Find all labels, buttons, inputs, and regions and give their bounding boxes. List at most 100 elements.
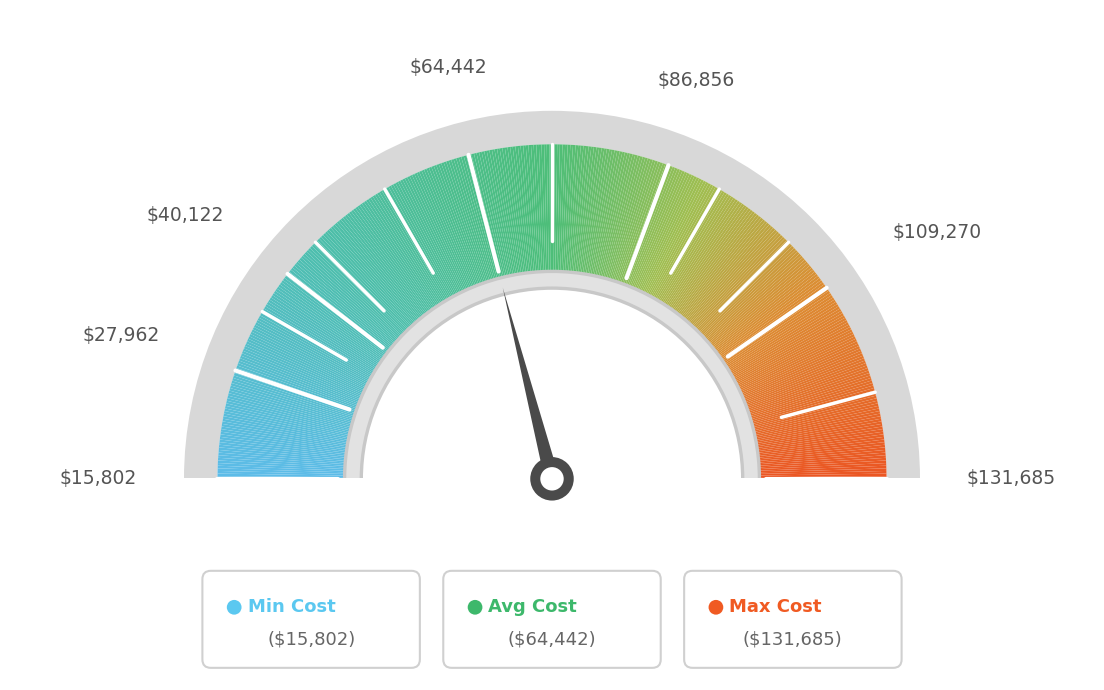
Wedge shape	[258, 315, 383, 385]
Wedge shape	[222, 419, 361, 446]
Wedge shape	[552, 144, 554, 285]
Wedge shape	[500, 148, 523, 287]
Wedge shape	[492, 149, 519, 288]
Wedge shape	[734, 363, 867, 413]
FancyBboxPatch shape	[444, 571, 660, 668]
Text: $131,685: $131,685	[967, 469, 1055, 489]
Wedge shape	[725, 329, 852, 393]
Wedge shape	[741, 398, 878, 433]
Wedge shape	[565, 145, 578, 286]
Polygon shape	[502, 288, 559, 495]
Wedge shape	[395, 182, 463, 307]
Wedge shape	[275, 288, 392, 370]
Wedge shape	[269, 297, 389, 375]
Wedge shape	[227, 393, 364, 431]
FancyBboxPatch shape	[684, 571, 902, 668]
Wedge shape	[232, 378, 367, 422]
Wedge shape	[329, 228, 424, 334]
Wedge shape	[446, 161, 492, 295]
Wedge shape	[725, 327, 851, 392]
Wedge shape	[316, 240, 416, 342]
Wedge shape	[648, 188, 720, 311]
Wedge shape	[687, 239, 787, 341]
Wedge shape	[563, 145, 573, 285]
Wedge shape	[444, 161, 490, 295]
Wedge shape	[733, 358, 864, 411]
Wedge shape	[256, 320, 381, 388]
Wedge shape	[254, 324, 380, 391]
Text: ($15,802): ($15,802)	[267, 631, 355, 649]
Wedge shape	[539, 144, 545, 285]
Wedge shape	[616, 163, 666, 296]
Wedge shape	[743, 424, 882, 448]
Wedge shape	[719, 308, 841, 382]
Wedge shape	[412, 174, 473, 303]
Wedge shape	[471, 153, 507, 290]
Wedge shape	[703, 270, 815, 359]
Wedge shape	[495, 149, 520, 288]
Wedge shape	[744, 429, 883, 451]
Wedge shape	[220, 434, 360, 455]
Wedge shape	[741, 401, 878, 435]
Wedge shape	[230, 388, 365, 428]
Wedge shape	[301, 255, 407, 351]
Wedge shape	[452, 159, 495, 294]
Wedge shape	[219, 453, 359, 465]
Wedge shape	[375, 194, 450, 314]
Wedge shape	[497, 148, 522, 288]
Wedge shape	[283, 278, 396, 364]
Wedge shape	[611, 160, 656, 294]
Wedge shape	[317, 239, 417, 341]
Wedge shape	[311, 244, 414, 344]
Wedge shape	[321, 235, 420, 338]
Wedge shape	[355, 206, 439, 322]
Wedge shape	[723, 320, 848, 388]
Wedge shape	[378, 193, 452, 313]
Wedge shape	[636, 177, 699, 304]
Wedge shape	[736, 373, 870, 419]
Wedge shape	[353, 208, 438, 323]
Wedge shape	[746, 463, 887, 471]
Wedge shape	[592, 151, 623, 289]
Wedge shape	[403, 179, 467, 305]
Wedge shape	[743, 419, 882, 446]
Wedge shape	[700, 262, 808, 354]
Wedge shape	[236, 366, 370, 415]
Wedge shape	[559, 144, 565, 285]
Wedge shape	[298, 259, 405, 353]
Wedge shape	[274, 290, 392, 371]
Wedge shape	[474, 153, 508, 290]
Text: Max Cost: Max Cost	[730, 598, 821, 616]
Wedge shape	[723, 322, 849, 389]
Wedge shape	[742, 406, 879, 438]
Wedge shape	[325, 231, 422, 336]
Wedge shape	[670, 213, 757, 326]
Wedge shape	[219, 455, 359, 466]
Wedge shape	[464, 155, 502, 292]
Wedge shape	[386, 187, 457, 310]
Wedge shape	[708, 278, 821, 364]
Wedge shape	[662, 204, 744, 320]
Wedge shape	[273, 293, 391, 373]
Wedge shape	[660, 201, 740, 318]
Wedge shape	[485, 150, 514, 289]
Wedge shape	[746, 473, 887, 477]
Wedge shape	[400, 179, 465, 306]
Wedge shape	[371, 197, 448, 316]
Wedge shape	[223, 413, 362, 442]
Wedge shape	[739, 388, 874, 428]
Wedge shape	[710, 284, 826, 367]
Wedge shape	[512, 146, 531, 286]
Wedge shape	[217, 466, 358, 473]
Wedge shape	[288, 272, 400, 360]
Wedge shape	[655, 195, 731, 315]
Wedge shape	[285, 276, 397, 362]
Wedge shape	[339, 219, 429, 329]
Wedge shape	[308, 248, 412, 346]
Wedge shape	[221, 429, 360, 451]
Wedge shape	[581, 148, 604, 287]
Wedge shape	[224, 408, 362, 440]
Wedge shape	[715, 299, 836, 376]
Wedge shape	[585, 149, 612, 288]
Wedge shape	[233, 375, 368, 420]
